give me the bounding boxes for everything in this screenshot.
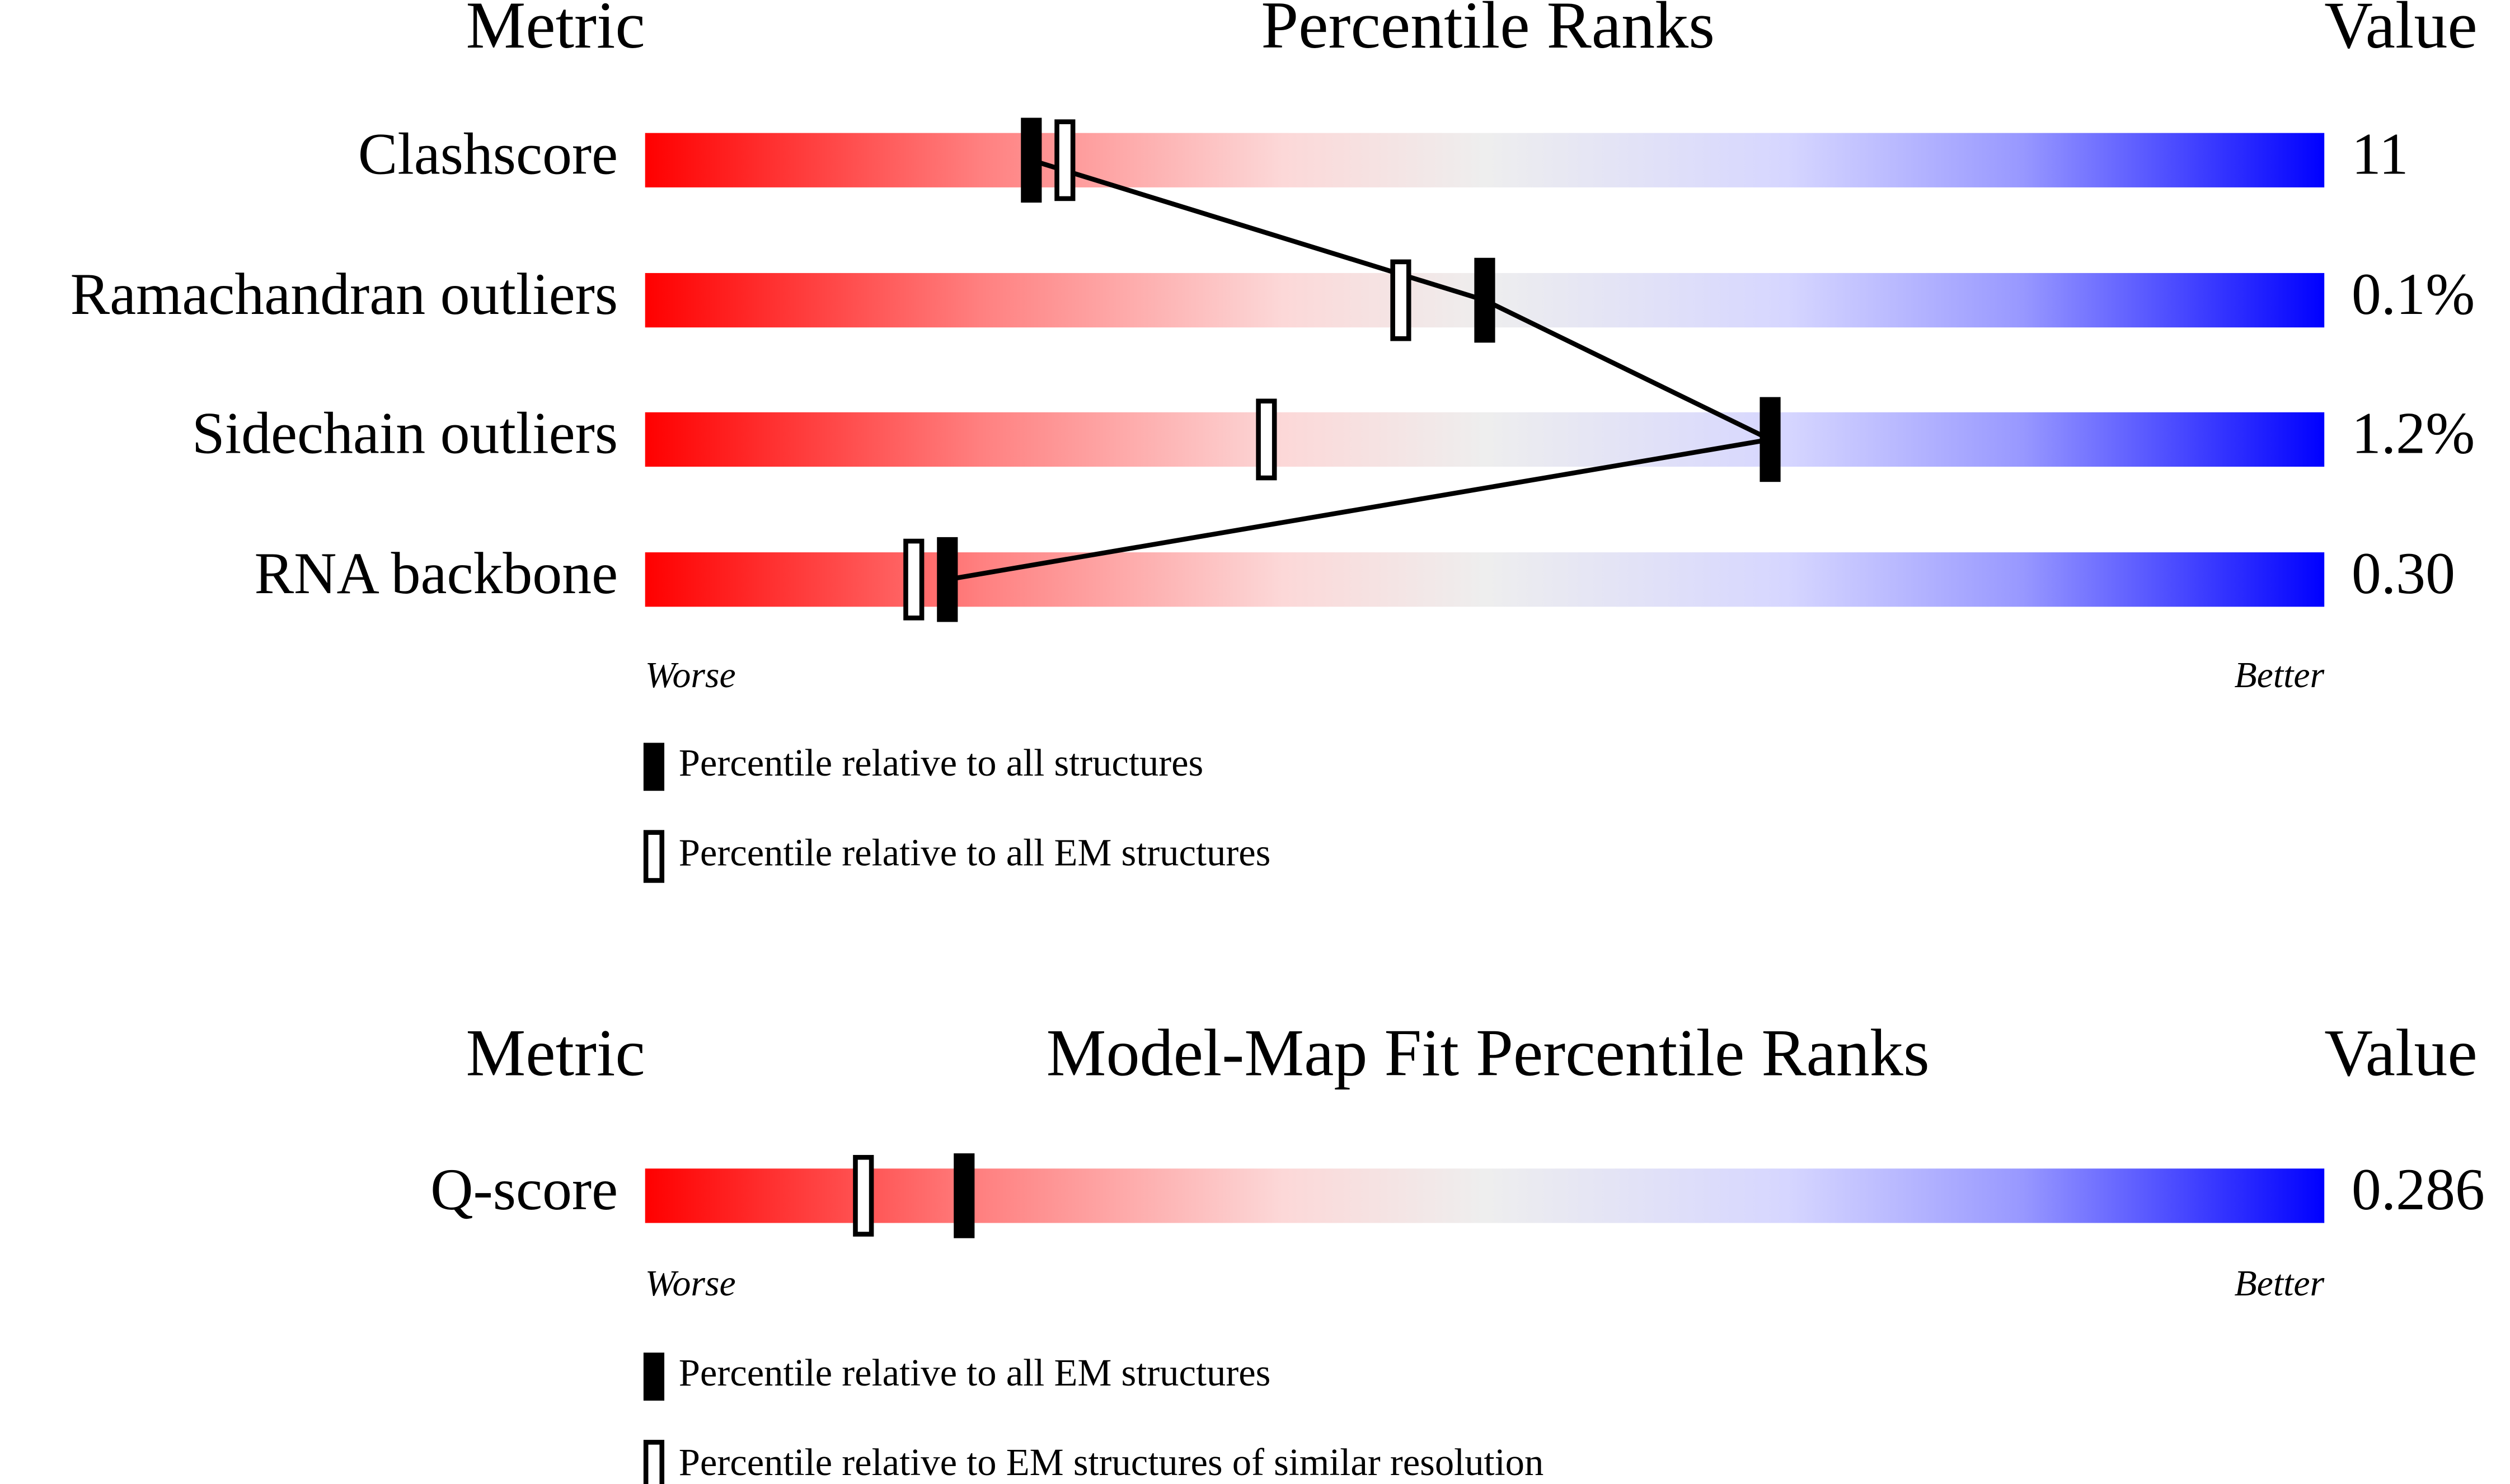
metric-value: 0.286 — [2352, 1157, 2485, 1222]
legend-swatch — [643, 830, 665, 883]
scale-high: Better — [2234, 1263, 2324, 1304]
metric-label: Q-score — [430, 1157, 618, 1222]
metric-label: Clashscore — [358, 121, 618, 187]
legend-swatch — [643, 1440, 665, 1484]
legend-label: Percentile relative to all structures — [679, 741, 1204, 784]
marker-all — [1474, 257, 1495, 343]
metric-value: 0.30 — [2352, 541, 2455, 606]
marker-subset — [853, 1154, 874, 1237]
percentile-bar — [645, 133, 2325, 187]
metric-label: Ramachandran outliers — [71, 261, 618, 327]
metric-label: RNA backbone — [255, 541, 618, 606]
header-value: Value — [2324, 0, 2478, 62]
legend-label: Percentile relative to EM structures of … — [679, 1441, 1544, 1483]
header-title: Model-Map Fit Percentile Ranks — [1047, 1015, 1930, 1089]
marker-all — [1760, 397, 1781, 482]
marker-subset — [1390, 259, 1411, 341]
marker-all — [937, 537, 958, 622]
marker-all — [1021, 118, 1042, 203]
percentile-bar — [645, 412, 2325, 467]
header-title: Percentile Ranks — [1261, 0, 1715, 62]
header-metric: Metric — [466, 0, 645, 62]
percentile-bar — [645, 552, 2325, 607]
legend-swatch — [643, 1352, 665, 1401]
legend-label: Percentile relative to all EM structures — [679, 1351, 1271, 1394]
marker-subset — [903, 538, 925, 621]
percentile-bar — [645, 1168, 2325, 1223]
marker-all — [954, 1153, 975, 1238]
scale-high: Better — [2234, 655, 2324, 696]
metric-label: Sidechain outliers — [192, 401, 618, 466]
legend-swatch — [643, 743, 665, 791]
metric-value: 11 — [2352, 121, 2409, 187]
scale-low: Worse — [645, 655, 736, 696]
marker-subset — [1256, 398, 1277, 481]
scale-low: Worse — [645, 1263, 736, 1304]
header-value: Value — [2324, 1015, 2478, 1089]
marker-subset — [1054, 119, 1076, 201]
metric-value: 1.2% — [2352, 401, 2475, 466]
metric-value: 0.1% — [2352, 261, 2475, 327]
header-metric: Metric — [466, 1015, 645, 1089]
legend-label: Percentile relative to all EM structures — [679, 831, 1271, 874]
rank-line — [947, 158, 1778, 582]
